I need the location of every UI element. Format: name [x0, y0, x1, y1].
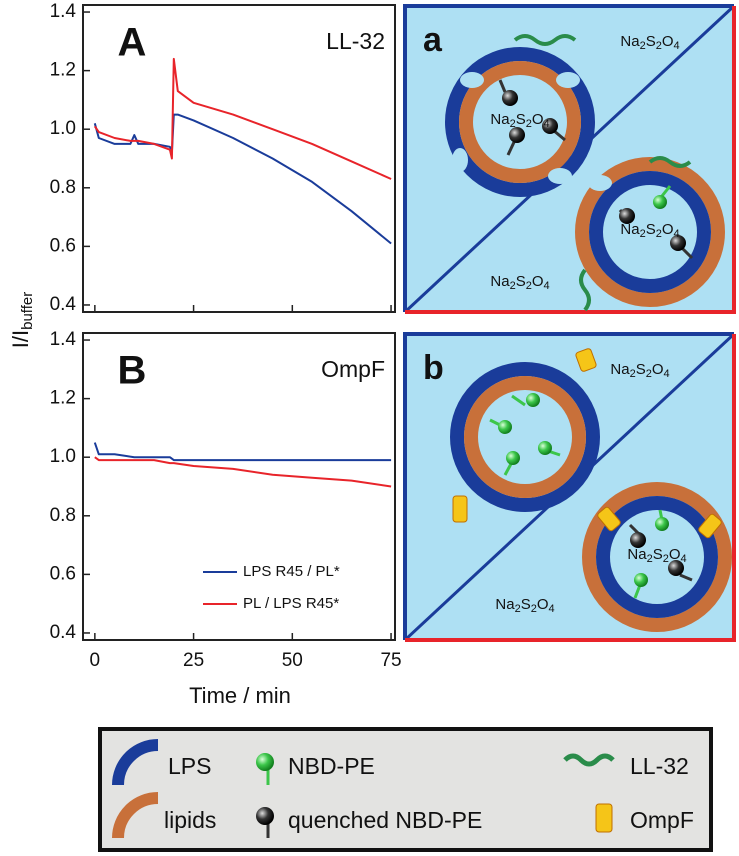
chem-label: Na2S2O4 [620, 221, 679, 240]
lipid-layer [464, 376, 586, 498]
chart-title: LL-32 [326, 28, 385, 54]
panel-a: a Na2S2O4 Na2S2O4 Na2S2O4 Na2S2O4 [403, 4, 736, 314]
porin [452, 495, 468, 523]
pore [588, 175, 612, 191]
quenched-icon [256, 807, 274, 825]
plot-frame [82, 332, 396, 641]
chem-label: Na2S2O4 [620, 33, 679, 52]
border [405, 6, 736, 314]
lipid-layer [582, 482, 732, 632]
x-tick-label: 50 [282, 650, 303, 671]
legend-label: PL / LPS R45* [243, 595, 339, 612]
border [405, 334, 736, 642]
key-label: NBD-PE [288, 753, 375, 779]
quenched-probe [630, 532, 646, 548]
probe-icon [256, 753, 274, 771]
probe [653, 195, 667, 209]
probe [526, 393, 540, 407]
probe [655, 517, 669, 531]
probe [506, 451, 520, 465]
key-label: OmpF [630, 807, 694, 833]
panel-letter: b [423, 349, 444, 387]
y-tick-label: 1.4 [50, 329, 77, 350]
panel-b: b Na2S2O4 Na2S2O4 Na2S2O4 [403, 332, 736, 642]
probe [538, 441, 552, 455]
chart-title: OmpF [321, 356, 385, 382]
y-label-sub: buffer [19, 292, 36, 330]
x-tick-label: 25 [183, 650, 204, 671]
quenched-probe [668, 560, 684, 576]
peptide [579, 268, 591, 312]
lipid-layer [575, 157, 725, 307]
y-tick-label: 1.0 [50, 118, 76, 139]
y-tick-label: 1.0 [50, 446, 76, 467]
lps-layer [596, 496, 718, 618]
peptide [648, 156, 692, 168]
series-line [93, 442, 392, 462]
chem-label: Na2S2O4 [495, 596, 554, 615]
y-tick-label: 1.2 [50, 388, 76, 409]
probe [634, 573, 648, 587]
lipid-layer [459, 61, 581, 183]
series-line [94, 456, 392, 488]
y-tick-label: 0.6 [50, 563, 76, 584]
chem-label: Na2S2O4 [490, 273, 549, 292]
panel-letter: B [118, 349, 147, 393]
y-tick-label: 0.8 [50, 505, 76, 526]
y-tick-label: 0.6 [50, 235, 76, 256]
lipid-icon [112, 792, 159, 839]
x-tick-label: 0 [90, 650, 101, 671]
lps-layer [589, 171, 711, 293]
panel-letter: a [423, 21, 443, 59]
y-tick-label: 0.4 [50, 622, 77, 643]
key-label: LL-32 [630, 753, 689, 779]
porin [575, 348, 597, 372]
y-label-main: I/I [8, 330, 33, 348]
lps-layer [450, 362, 600, 512]
panel-letter: A [118, 21, 147, 65]
lps-layer [445, 47, 595, 197]
pore [556, 72, 580, 88]
legend-label: LPS R45 / PL* [243, 563, 340, 580]
key-label: quenched NBD-PE [288, 807, 482, 833]
quenched-probe [619, 208, 635, 224]
y-tick-label: 1.4 [50, 1, 77, 22]
peptide-icon [563, 753, 615, 767]
chem-label: Na2S2O4 [490, 111, 549, 130]
quenched-probe [502, 90, 518, 106]
key-label: lipids [164, 807, 216, 833]
series-line [93, 113, 392, 245]
border [403, 4, 734, 312]
x-tick-label: 75 [380, 650, 401, 671]
porin [597, 506, 621, 532]
quenched-probe [509, 127, 525, 143]
border [403, 332, 734, 640]
plot-frame [82, 4, 396, 313]
y-tick-label: 1.2 [50, 60, 76, 81]
pore [460, 72, 484, 88]
chem-label: Na2S2O4 [627, 546, 686, 565]
series-line [93, 57, 392, 180]
y-tick-label: 0.4 [50, 294, 77, 315]
x-axis-label: Time / min [189, 683, 291, 708]
pore [548, 168, 572, 184]
porin [698, 513, 722, 539]
key-label: LPS [168, 753, 211, 779]
pore [452, 148, 468, 172]
chem-label: Na2S2O4 [610, 361, 669, 380]
quenched-probe [670, 235, 686, 251]
y-axis-label: I/Ibuffer [8, 292, 36, 348]
y-tick-label: 0.8 [50, 177, 76, 198]
peptide [513, 34, 577, 46]
probe [498, 420, 512, 434]
key-box: LPS lipids NBD-PE quenched NBD-PE LL-32 … [98, 727, 713, 852]
lps-icon [112, 739, 159, 786]
porin-icon [595, 803, 613, 833]
quenched-probe [542, 118, 558, 134]
